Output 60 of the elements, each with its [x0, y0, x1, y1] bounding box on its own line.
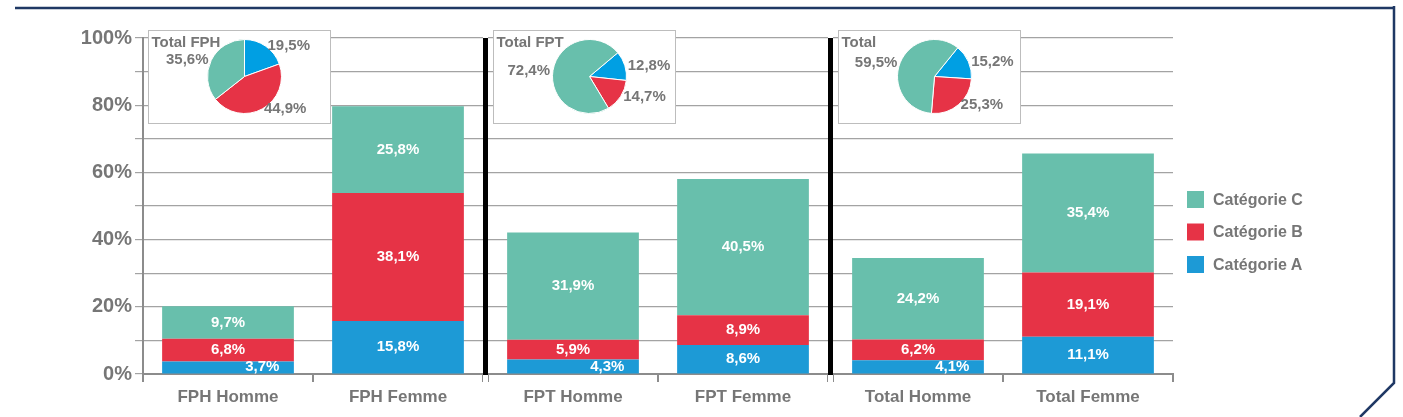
x-tick-label: Total Homme [864, 386, 972, 406]
bar [332, 192, 464, 321]
data-label: 4,3% [590, 356, 625, 374]
data-label: 15,8% [376, 337, 420, 355]
data-label: 31,9% [551, 276, 595, 294]
annotation: Total FPT [496, 32, 564, 50]
annotation: Total FPH [151, 32, 221, 50]
bar [507, 339, 639, 360]
legend-label: Catégorie A [1213, 255, 1303, 273]
data-label: 44,9% [263, 99, 307, 117]
data-label: 8,9% [725, 320, 761, 338]
data-label: 25,8% [376, 139, 420, 157]
x-tick-label: FPT Homme [523, 386, 623, 406]
data-label: 6,2% [900, 339, 936, 357]
bar [162, 306, 294, 339]
data-label: 11,1% [1067, 345, 1109, 363]
bar [852, 258, 984, 340]
bar [1022, 336, 1154, 374]
x-tick-label: Total Femme [1036, 386, 1140, 406]
data-label: 40,5% [721, 237, 765, 255]
y-tick-label: 40% [91, 227, 133, 250]
legend-label: Catégorie B [1213, 223, 1303, 241]
bar [332, 106, 464, 193]
y-tick-label: 0% [103, 361, 133, 384]
data-label: 3,7% [245, 356, 280, 374]
data-label: 59,5% [854, 52, 898, 70]
data-label: 12,8% [627, 55, 671, 73]
bar [677, 315, 809, 346]
x-tick-label: FPH Femme [348, 386, 448, 406]
data-label: 72,4% [507, 60, 551, 78]
data-label: 15,2% [971, 51, 1014, 69]
bar [852, 339, 984, 361]
annotation: Total [841, 32, 877, 50]
data-label: 25,3% [960, 94, 1004, 112]
bar [677, 345, 809, 374]
data-label: 5,9% [555, 339, 591, 357]
data-label: 6,8% [210, 340, 246, 358]
data-label: 38,1% [376, 247, 420, 265]
data-label: 35,4% [1066, 203, 1110, 221]
legend-label: Catégorie C [1213, 190, 1304, 208]
data-label: 19,5% [267, 36, 311, 54]
y-tick-label: 60% [91, 159, 133, 182]
y-tick-label: 20% [91, 294, 133, 317]
x-tick-label: FPT Femme [694, 386, 792, 406]
data-label: 24,2% [896, 288, 940, 306]
data-label: 8,6% [725, 349, 761, 367]
data-label: 4,1% [935, 356, 970, 374]
bar [1022, 272, 1154, 337]
bar [162, 338, 294, 362]
bar [332, 320, 464, 374]
bar [1022, 153, 1154, 273]
data-label: 35,6% [165, 50, 209, 68]
x-tick-label: FPH Homme [177, 386, 279, 406]
bar [677, 179, 809, 316]
data-label: 9,7% [210, 312, 246, 330]
bar [507, 232, 639, 340]
y-tick-label: 100% [80, 25, 133, 48]
y-tick-label: 80% [91, 92, 133, 115]
data-label: 19,1% [1066, 294, 1110, 312]
data-label: 14,7% [623, 86, 666, 104]
